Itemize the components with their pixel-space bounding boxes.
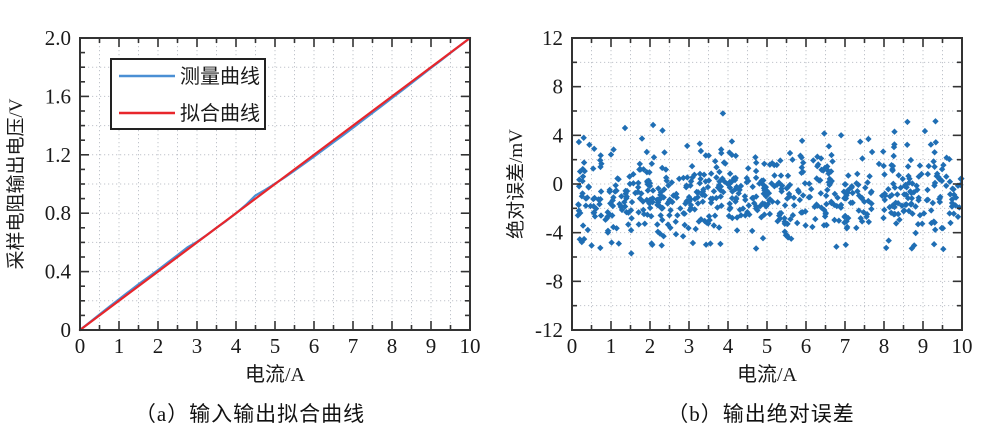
x-tick-label: 2 bbox=[645, 334, 656, 358]
y-tick-label: 2.0 bbox=[45, 26, 71, 50]
x-tick-label: 3 bbox=[684, 334, 695, 358]
caption-row: （a）输入输出拟合曲线 （b）输出绝对误差 bbox=[0, 398, 1000, 428]
y-tick-label: 4 bbox=[553, 123, 564, 147]
x-tick-label: 4 bbox=[723, 334, 734, 358]
x-tick-label: 7 bbox=[840, 334, 851, 358]
x-axis-title: 电流/A bbox=[737, 363, 798, 386]
ticks bbox=[571, 37, 963, 331]
x-tick-label: 0 bbox=[75, 334, 86, 358]
x-tick-label: 6 bbox=[801, 334, 812, 358]
x-tick-label: 8 bbox=[879, 334, 890, 358]
x-tick-label: 1 bbox=[114, 334, 125, 358]
x-tick-label: 9 bbox=[426, 334, 437, 358]
x-tick-label: 2 bbox=[153, 334, 164, 358]
x-tick-label: 6 bbox=[309, 334, 320, 358]
y-tick-label: -8 bbox=[546, 269, 564, 293]
y-tick-label: 12 bbox=[542, 26, 563, 50]
caption-b: （b）输出绝对误差 bbox=[667, 402, 855, 426]
legend-entry-label: 测量曲线 bbox=[180, 65, 260, 88]
x-tick-label: 5 bbox=[270, 334, 281, 358]
x-tick-label: 3 bbox=[192, 334, 203, 358]
x-tick-label: 10 bbox=[952, 334, 973, 358]
y-tick-label: 1.6 bbox=[45, 84, 71, 108]
x-axis-title: 电流/A bbox=[245, 363, 306, 386]
ticks bbox=[79, 37, 471, 331]
y-axis-title: 采样电阻输出电压/V bbox=[5, 98, 27, 269]
caption-a: （a）输入输出拟合曲线 bbox=[134, 402, 366, 426]
scatter-points bbox=[574, 110, 965, 257]
y-tick-label: 1.2 bbox=[45, 143, 71, 167]
y-tick-label: 0 bbox=[553, 172, 564, 196]
line-series bbox=[78, 36, 472, 332]
chart-a-fit-curves: 0 1 2 3 4 5 6 7 8 9 10 0 0.4 0.8 1.2 1.6 2.0 电流/A 采样电阻输出电压… bbox=[5, 26, 481, 386]
x-tick-label: 4 bbox=[231, 334, 242, 358]
y-tick-label: 8 bbox=[553, 75, 564, 99]
legend-box bbox=[110, 58, 266, 130]
legend-entry-label: 拟合曲线 bbox=[180, 102, 260, 125]
y-tick-label: 0.8 bbox=[45, 201, 71, 225]
x-tick-label: 10 bbox=[460, 334, 481, 358]
x-tick-label: 8 bbox=[387, 334, 398, 358]
x-tick-label: 1 bbox=[606, 334, 617, 358]
series-line bbox=[78, 36, 472, 332]
x-tick-label: 5 bbox=[762, 334, 773, 358]
tick-labels: 0 1 2 3 4 5 6 7 8 9 10 0 0.4 0.8 1.2 1.6 2.0 bbox=[45, 26, 481, 358]
x-tick-label: 9 bbox=[918, 334, 929, 358]
grid bbox=[572, 38, 962, 330]
y-axis-title: 绝对误差/mV bbox=[505, 129, 527, 239]
y-tick-label: -12 bbox=[535, 318, 563, 342]
y-tick-label: 0.4 bbox=[45, 260, 72, 284]
x-tick-label: 7 bbox=[348, 334, 359, 358]
y-tick-label: -4 bbox=[546, 221, 564, 245]
x-tick-label: 0 bbox=[567, 334, 578, 358]
y-tick-label: 0 bbox=[61, 318, 72, 342]
